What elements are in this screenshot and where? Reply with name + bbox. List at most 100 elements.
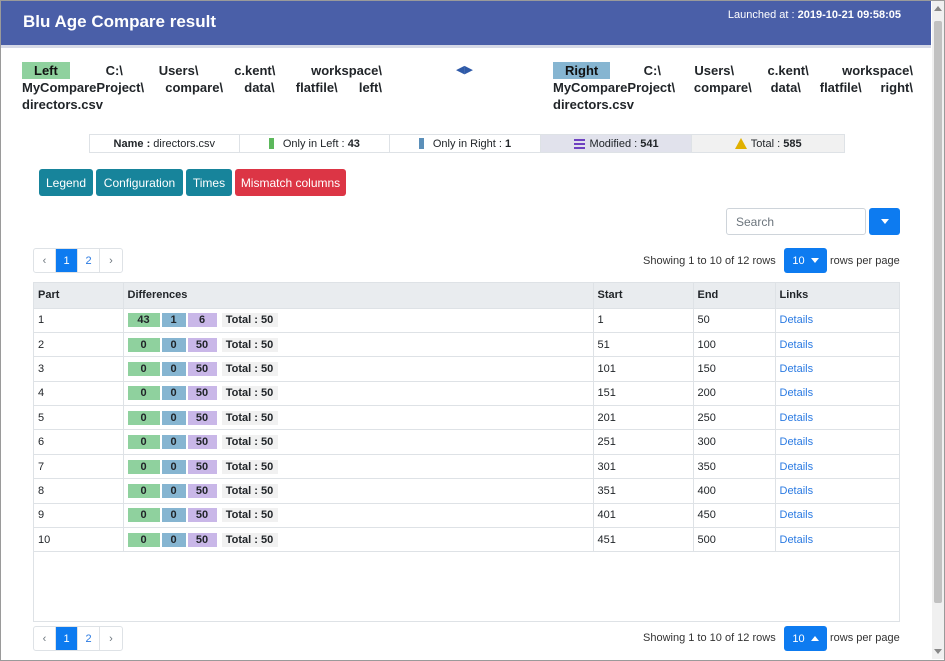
- cell-links: Details: [775, 356, 899, 382]
- vertical-scrollbar[interactable]: [932, 1, 944, 659]
- cell-links: Details: [775, 527, 899, 553]
- cell-start: 151: [593, 381, 694, 407]
- page-2-button[interactable]: 2: [78, 627, 100, 650]
- cell-end: 500: [693, 527, 776, 553]
- cell-start: 451: [593, 527, 694, 553]
- left-path-segment: data\: [244, 80, 275, 95]
- rows-per-page-dropup[interactable]: 10: [784, 626, 827, 651]
- left-path-segment: C:\: [105, 63, 123, 78]
- launched-value: 2019-10-21 09:58:05: [797, 9, 901, 21]
- table-row: 6 0 0 50 Total : 50 251 300 Details: [34, 429, 899, 455]
- cell-differences: 0 0 50 Total : 50: [123, 527, 594, 553]
- cell-part: 6: [34, 429, 124, 455]
- column-header-part[interactable]: Part: [34, 283, 124, 309]
- details-link[interactable]: Details: [779, 314, 814, 327]
- summary-total: Total : 585: [692, 135, 844, 152]
- details-link[interactable]: Details: [779, 484, 814, 497]
- results-table: Part Differences Start End Links 1 43 1 6 To…: [33, 282, 900, 622]
- pagination-bottom: ‹ 1 2 ›: [33, 626, 123, 651]
- diff-total: Total : 50: [221, 337, 278, 352]
- diff-total: Total : 50: [221, 508, 278, 523]
- left-path-segment: workspace\: [311, 63, 382, 78]
- diff-modified: 50: [187, 361, 217, 376]
- next-page-button[interactable]: ›: [109, 632, 113, 645]
- rows-per-page-dropdown[interactable]: 10: [784, 248, 827, 273]
- cell-differences: 0 0 50 Total : 50: [123, 503, 594, 529]
- details-link[interactable]: Details: [779, 387, 814, 400]
- page-2-button[interactable]: 2: [78, 249, 100, 272]
- cell-links: Details: [775, 308, 899, 333]
- rows-per-page-value: 10: [792, 632, 805, 645]
- scroll-up-icon[interactable]: [934, 6, 942, 11]
- column-header-end[interactable]: End: [693, 283, 776, 309]
- details-link[interactable]: Details: [779, 411, 814, 424]
- table-header-row: Part Differences Start End Links: [34, 283, 899, 309]
- diff-only-right: 0: [161, 386, 186, 401]
- left-path-segment: compare\: [165, 80, 224, 95]
- details-link[interactable]: Details: [779, 436, 814, 449]
- left-path-segment: Users\: [158, 63, 199, 78]
- pagination-top: ‹ 1 2 ›: [33, 248, 123, 273]
- search-dropdown-button[interactable]: [869, 208, 900, 235]
- cell-links: Details: [775, 454, 899, 480]
- mismatch-columns-button[interactable]: Mismatch columns: [235, 169, 346, 196]
- diff-total: Total : 50: [221, 435, 278, 450]
- page-1-button[interactable]: 1: [56, 249, 78, 272]
- cell-part: 10: [34, 527, 124, 553]
- column-header-start[interactable]: Start: [593, 283, 694, 309]
- diff-total: Total : 50: [221, 386, 278, 401]
- details-link[interactable]: Details: [779, 460, 814, 473]
- right-path-segment: workspace\: [842, 63, 913, 78]
- diff-only-left: 0: [127, 483, 160, 498]
- only-right-icon: [418, 138, 424, 149]
- left-path-segment: c.kent\: [234, 63, 276, 78]
- details-link[interactable]: Details: [779, 533, 814, 546]
- legend-button[interactable]: Legend: [39, 169, 93, 196]
- cell-end: 450: [693, 503, 776, 529]
- diff-only-left: 0: [127, 386, 160, 401]
- summary-name-value: directors.csv: [153, 137, 216, 150]
- next-page-button[interactable]: ›: [109, 254, 113, 267]
- left-path: Left C:\ Users\ c.kent\ workspace\ MyCom…: [22, 62, 382, 113]
- scrollbar-thumb[interactable]: [934, 21, 942, 603]
- showing-rows-text: Showing 1 to 10 of 12 rows: [643, 632, 776, 644]
- launched-label: Launched at :: [727, 9, 795, 21]
- cell-end: 250: [693, 405, 776, 431]
- column-header-differences[interactable]: Differences: [123, 283, 594, 309]
- configuration-button[interactable]: Configuration: [96, 169, 183, 196]
- left-path-segment: flatfile\: [295, 80, 338, 95]
- cell-end: 100: [693, 332, 776, 358]
- cell-part: 3: [34, 356, 124, 382]
- summary-bar: Name : directors.csv Only in Left : 43 O…: [89, 134, 845, 153]
- cell-start: 101: [593, 356, 694, 382]
- cell-start: 301: [593, 454, 694, 480]
- page-1-button[interactable]: 1: [56, 627, 78, 650]
- table-row: 5 0 0 50 Total : 50 201 250 Details: [34, 405, 899, 431]
- table-row: 8 0 0 50 Total : 50 351 400 Details: [34, 478, 899, 504]
- details-link[interactable]: Details: [779, 338, 814, 351]
- launched-at: Launched at : 2019-10-21 09:58:05: [728, 9, 901, 21]
- modified-value: 541: [640, 137, 659, 150]
- details-link[interactable]: Details: [779, 362, 814, 375]
- diff-only-right: 0: [161, 508, 186, 523]
- cell-links: Details: [775, 332, 899, 358]
- details-link[interactable]: Details: [779, 509, 814, 522]
- cell-differences: 43 1 6 Total : 50: [123, 308, 594, 333]
- chevron-down-icon: [880, 219, 889, 224]
- times-button[interactable]: Times: [186, 169, 232, 196]
- summary-only-left: Only in Left : 43: [240, 135, 391, 152]
- prev-page-button[interactable]: ‹: [34, 249, 56, 272]
- right-path: Right C:\ Users\ c.kent\ workspace\ MyCo…: [553, 62, 913, 113]
- diff-total: Total : 50: [221, 483, 278, 498]
- diff-modified: 50: [187, 337, 217, 352]
- right-badge: Right: [553, 62, 611, 79]
- scroll-down-icon[interactable]: [934, 649, 942, 654]
- cell-part: 5: [34, 405, 124, 431]
- diff-modified: 50: [187, 410, 217, 425]
- swap-arrows-icon[interactable]: ◀▶: [456, 64, 473, 76]
- app-header: Blu Age Compare result Launched at : 201…: [1, 1, 931, 45]
- prev-page-button[interactable]: ‹: [34, 627, 56, 650]
- column-header-links[interactable]: Links: [775, 283, 899, 309]
- search-input[interactable]: Search: [726, 208, 866, 235]
- cell-part: 1: [34, 308, 124, 333]
